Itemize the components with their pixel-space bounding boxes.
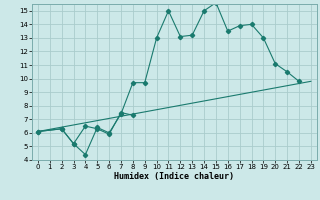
X-axis label: Humidex (Indice chaleur): Humidex (Indice chaleur) — [115, 172, 234, 181]
